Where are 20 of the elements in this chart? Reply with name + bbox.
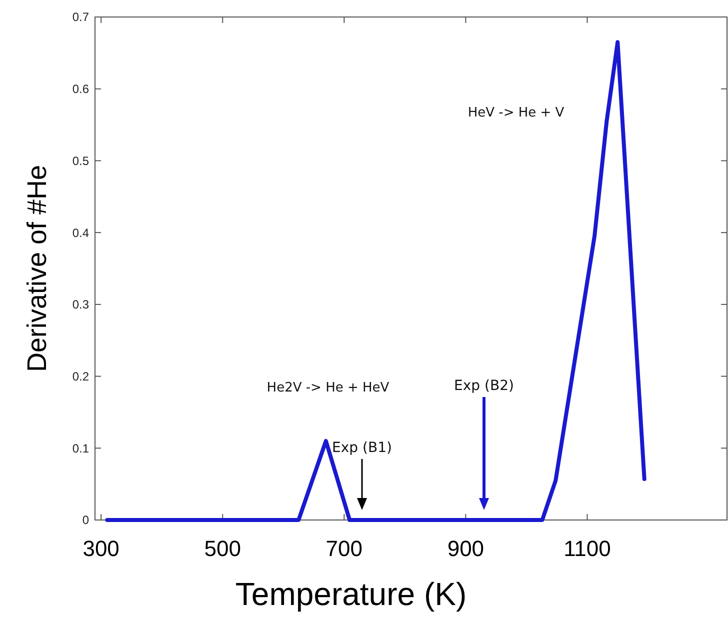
y-tick-label: 0.1: [72, 441, 90, 456]
y-tick-label: 0.6: [72, 82, 90, 96]
y-tick-label: 0.3: [72, 298, 90, 312]
y-tick-label: 0.7: [72, 10, 90, 24]
y-tick-label: 0: [82, 513, 90, 528]
annotation: Exp (B1): [332, 440, 392, 456]
annotation: HeV -> He + V: [468, 106, 564, 121]
x-tick-label: 900: [447, 536, 484, 561]
annotation: Exp (B2): [454, 378, 514, 394]
y-tick-label: 0.4: [72, 226, 90, 240]
line-series: [105, 40, 646, 522]
x-tick-label: 300: [82, 536, 120, 561]
x-axis-title: Temperature (K): [235, 576, 467, 612]
y-axis-title: Derivative of #He: [22, 164, 52, 372]
annotation: He2V -> He + HeV: [266, 380, 390, 396]
x-tick-label: 500: [204, 536, 241, 561]
x-tick-label: 700: [326, 536, 363, 561]
y-tick-label: 0.2: [72, 369, 90, 384]
y-tick-label: 0.5: [72, 154, 90, 168]
x-tick-label: 1100: [564, 536, 611, 561]
